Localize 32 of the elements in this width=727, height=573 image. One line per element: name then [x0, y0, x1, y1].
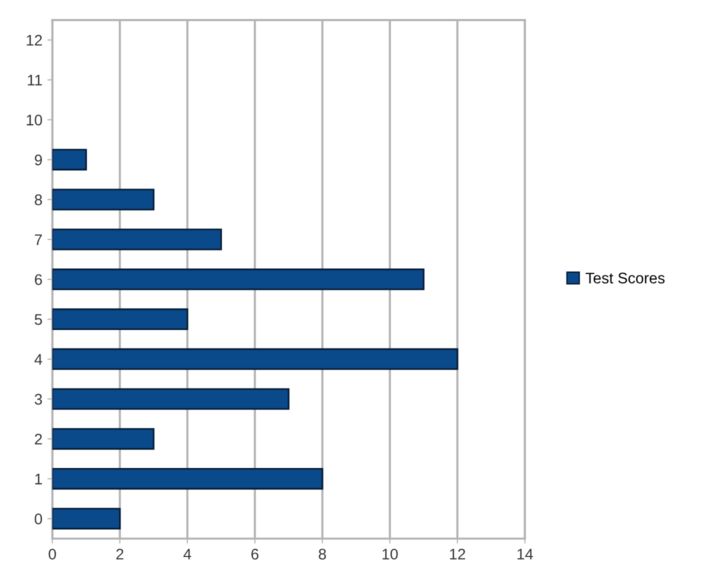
y-tick-label: 3 — [34, 394, 42, 405]
y-tick-label: 6 — [34, 274, 42, 286]
x-tick-label: 14 — [518, 548, 533, 560]
x-tick-label: 8 — [318, 548, 326, 560]
bar — [52, 308, 188, 330]
x-tick-label: 2 — [116, 548, 124, 560]
x-tick-label: 0 — [48, 548, 56, 560]
bar — [52, 228, 222, 250]
y-tick-label: 2 — [34, 434, 42, 444]
bar — [52, 188, 154, 210]
y-tick-label: 7 — [34, 234, 42, 245]
bar — [52, 428, 154, 450]
y-tick-label: 5 — [34, 314, 42, 325]
x-tick-label: 6 — [251, 548, 258, 560]
y-tick-label: 8 — [34, 194, 42, 206]
y-tick-label: 10 — [26, 114, 42, 126]
x-tick-label: 4 — [183, 548, 192, 560]
y-tick-label: 1 — [35, 474, 42, 484]
bar — [52, 508, 121, 530]
y-tick-label: 4 — [34, 354, 42, 365]
y-tick-label: 9 — [34, 154, 42, 166]
y-tick-label: 11 — [28, 74, 42, 86]
y-tick-label: 0 — [34, 514, 42, 524]
y-tick-label: 12 — [26, 34, 42, 46]
x-tick-label: 10 — [382, 548, 398, 560]
bar — [52, 348, 458, 370]
bar — [52, 388, 290, 410]
legend-label: Test Scores — [586, 272, 665, 284]
bar — [52, 268, 424, 290]
bar — [52, 468, 324, 490]
x-tick-label: 12 — [450, 548, 466, 560]
bar — [52, 148, 87, 170]
